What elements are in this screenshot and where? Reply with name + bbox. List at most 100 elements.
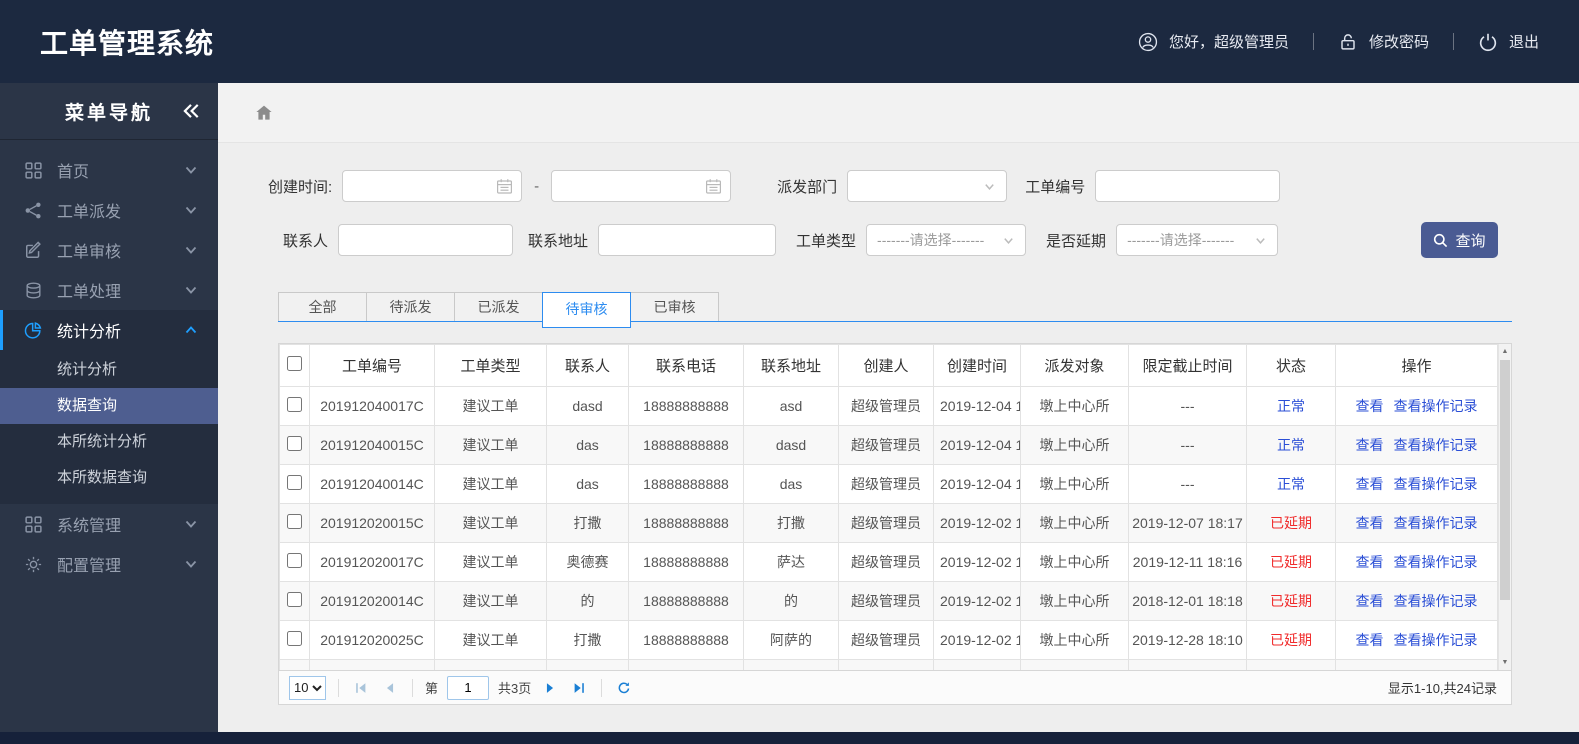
select-all-checkbox[interactable] [287,356,302,371]
header-checkbox-cell [279,344,310,387]
sidebar-submenu: 统计分析数据查询本所统计分析 本所数据查询 [0,350,218,504]
row-checkbox-cell [279,581,310,621]
last-page-button[interactable] [569,678,589,698]
row-checkbox[interactable] [287,670,302,671]
chevron-down-icon [1002,234,1015,247]
tab-0[interactable]: 全部 [278,292,367,322]
view-log-link[interactable]: 查看操作记录 [1393,398,1478,414]
contact-input[interactable] [338,224,514,256]
row-checkbox[interactable] [287,631,302,646]
order-type-cell: 建议工单 [434,386,547,426]
date-from-input[interactable] [342,170,523,202]
scroll-down-icon[interactable]: ▼ [1501,659,1509,666]
date-to-input[interactable] [551,170,732,202]
scroll-up-icon[interactable]: ▲ [1501,348,1509,355]
sidebar-item-1[interactable]: 工单派发 [0,190,218,230]
phone-cell: 18888888888 [628,464,744,504]
view-link[interactable]: 查看 [1355,554,1384,570]
delay-select[interactable]: -------请选择------- [1116,224,1279,256]
dispatch-target-cell: 墩上中心所 [1020,386,1129,426]
actions-cell [1335,659,1498,670]
sidebar-group-6: 配置管理 [0,544,218,584]
tab-2[interactable]: 已派发 [454,292,543,322]
dispatch-dept-select[interactable] [847,170,1008,202]
status-badge: 已延期 [1270,515,1312,531]
sidebar-collapse-icon[interactable] [180,100,202,122]
create-time-cell: 2019-12-04 15 [933,425,1021,465]
view-link[interactable]: 查看 [1355,476,1384,492]
phone-cell: 18888888888 [628,425,744,465]
status-badge: 正常 [1277,476,1305,492]
records-summary: 显示1-10,共24记录 [1387,681,1497,696]
first-page-button[interactable] [351,678,371,698]
order-type-cell: 建议工单 [434,581,547,621]
scrollbar-thumb[interactable] [1500,360,1510,600]
search-button[interactable]: 查询 [1421,222,1498,258]
view-link[interactable]: 查看 [1355,632,1384,648]
row-checkbox[interactable] [287,436,302,451]
sidebar-group-1: 工单派发 [0,190,218,230]
sidebar-subitem-4-3[interactable]: 本所数据查询 [57,469,148,486]
separator [1312,33,1314,50]
sidebar-item-6[interactable]: 配置管理 [0,544,218,584]
sidebar-subitem-4-2[interactable]: 本所统计分析 [57,433,148,450]
sidebar-item-5[interactable]: 系统管理 [0,504,218,544]
work-order-table: 工单编号 工单类型 联系人 联系电话 联系地址 创建人 创建时间 派发对象 限定截止时间 状态 操作… [279,344,1498,671]
view-log-link[interactable]: 查看操作记录 [1393,632,1478,648]
sidebar-group-2: 工单审核 [0,230,218,270]
row-checkbox[interactable] [287,475,302,490]
view-link[interactable]: 查看 [1355,515,1384,531]
order-no-cell: 201912040014C [309,464,435,504]
creator-cell: 超级管理员 [838,620,934,660]
table-scrollbar[interactable]: ▲ ▼ [1498,344,1511,670]
view-link[interactable]: 查看 [1355,593,1384,609]
row-checkbox[interactable] [287,592,302,607]
change-password-button[interactable]: 修改密码 [1338,31,1429,52]
column-header-2: 联系人 [546,344,629,387]
deadline-cell: --- [1128,386,1247,426]
sidebar-subitem-4-1[interactable]: 数据查询 [0,388,218,424]
chevron-down-icon [983,180,996,193]
view-link[interactable]: 查看 [1355,398,1384,414]
sidebar-item-2[interactable]: 工单审核 [0,230,218,270]
refresh-button[interactable] [614,678,634,698]
column-header-10: 操作 [1335,344,1498,387]
sidebar-subitem-4-0[interactable]: 统计分析 [57,361,118,378]
tab-1[interactable]: 待派发 [366,292,455,322]
address-cell: das [743,464,839,504]
row-checkbox[interactable] [287,553,302,568]
logout-button[interactable]: 退出 [1478,31,1539,52]
status-badge: 已延期 [1270,632,1312,648]
top-bar: 工单管理系统 您好，超级管理员 修改密码 退出 [0,0,1579,83]
prev-page-button[interactable] [380,678,400,698]
sidebar-item-0[interactable]: 首页 [0,150,218,190]
actions-cell: 查看 查看操作记录 [1335,425,1498,465]
view-log-link[interactable]: 查看操作记录 [1393,437,1478,453]
order-type-select[interactable]: -------请选择------- [866,224,1027,256]
table-row: 201912020017C 建议工单 奥德赛 18888888888 萨达 超级管理员 20… [279,542,1498,582]
view-log-link[interactable]: 查看操作记录 [1393,593,1478,609]
sidebar-item-3[interactable]: 工单处理 [0,270,218,310]
page-number-input[interactable] [447,675,490,700]
order-no-cell: 201912020015C [309,503,435,543]
row-checkbox[interactable] [287,514,302,529]
page-size-select[interactable]: 10 [289,675,326,700]
row-checkbox[interactable] [287,397,302,412]
order-no-input[interactable] [1095,170,1281,202]
user-greeting[interactable]: 您好，超级管理员 [1138,31,1289,52]
sidebar-header: 菜单导航 [0,83,218,140]
address-input[interactable] [598,224,777,256]
tab-4[interactable]: 已审核 [630,292,719,322]
sidebar-item-4[interactable]: 统计分析 [0,310,218,350]
column-header-0: 工单编号 [309,344,435,387]
next-page-button[interactable] [540,678,560,698]
view-link[interactable]: 查看 [1355,437,1384,453]
tab-3[interactable]: 待审核 [542,292,631,328]
pagination-bar: 10 第 共3页 [278,671,1512,705]
address-cell [743,659,839,670]
view-log-link[interactable]: 查看操作记录 [1393,476,1478,492]
home-icon[interactable] [254,103,274,123]
row-checkbox-cell [279,425,310,465]
view-log-link[interactable]: 查看操作记录 [1393,515,1478,531]
view-log-link[interactable]: 查看操作记录 [1393,554,1478,570]
